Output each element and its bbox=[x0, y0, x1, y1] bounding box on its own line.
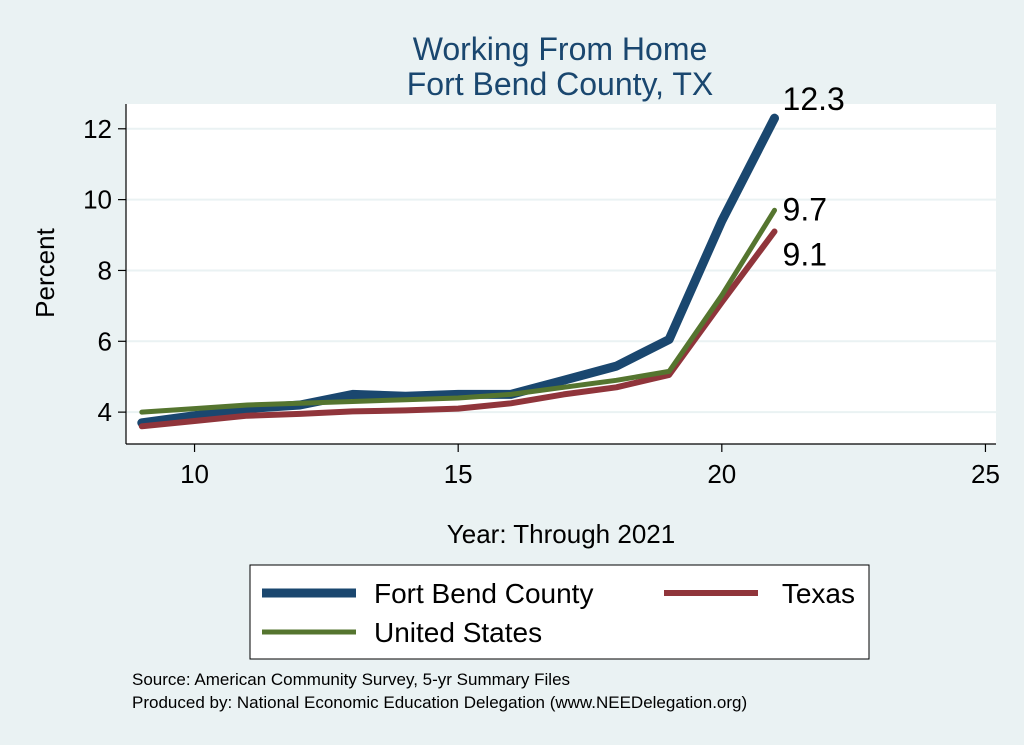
chart-title-line-1: Working From Home bbox=[413, 31, 708, 67]
end-labels: 12.3 9.1 9.7 bbox=[783, 81, 845, 272]
end-label-texas: 9.1 bbox=[783, 237, 827, 273]
series-line-texas bbox=[138, 228, 778, 430]
y-tick-label: 12 bbox=[83, 114, 112, 144]
end-label-fort-bend-county: 12.3 bbox=[783, 81, 845, 117]
end-label-united-states: 9.7 bbox=[783, 191, 827, 227]
axes: 4 6 8 10 12 10 15 20 25 bbox=[83, 104, 1000, 489]
y-tick-label: 10 bbox=[83, 185, 112, 215]
series-line-fort-bend-county bbox=[137, 113, 779, 428]
y-axis-title: Percent bbox=[30, 227, 60, 317]
x-tick-label: 10 bbox=[180, 459, 209, 489]
x-tick-label: 20 bbox=[707, 459, 736, 489]
legend-box bbox=[249, 564, 870, 660]
y-tick-label: 6 bbox=[98, 326, 112, 356]
source-note: Source: American Community Survey, 5-yr … bbox=[132, 670, 570, 689]
y-tick-label: 8 bbox=[98, 255, 112, 285]
series-line-united-states bbox=[139, 207, 777, 415]
legend-label-united-states: United States bbox=[374, 617, 542, 648]
legend-label-fort-bend-county: Fort Bend County bbox=[374, 578, 593, 609]
x-axis-title: Year: Through 2021 bbox=[447, 519, 675, 549]
x-tick-label: 15 bbox=[444, 459, 473, 489]
series-lines bbox=[137, 113, 779, 430]
producer-note: Produced by: National Economic Education… bbox=[132, 693, 747, 712]
y-tick-label: 4 bbox=[98, 397, 112, 427]
legend: Fort Bend County Texas United States bbox=[262, 578, 855, 648]
chart-title-line-2: Fort Bend County, TX bbox=[407, 66, 714, 102]
x-tick-label: 25 bbox=[971, 459, 1000, 489]
legend-label-texas: Texas bbox=[782, 578, 855, 609]
